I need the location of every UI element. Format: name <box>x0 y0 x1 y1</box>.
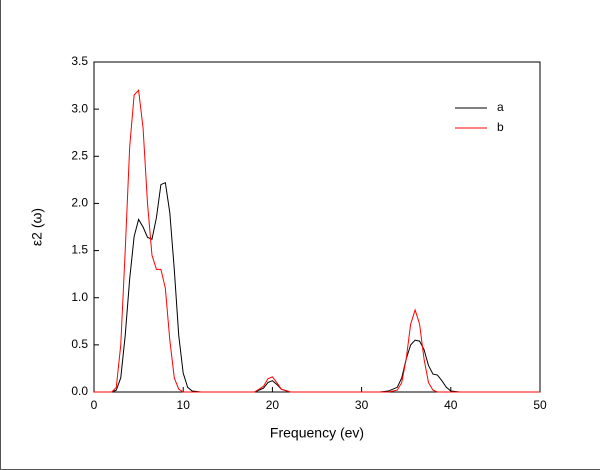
legend-label: b <box>497 120 504 134</box>
data-line <box>94 89 540 393</box>
y-tick-label: 1.0 <box>71 290 88 304</box>
x-tick-label: 10 <box>177 398 191 412</box>
y-tick-label: 3.5 <box>71 54 88 68</box>
x-tick-label: 20 <box>266 398 280 412</box>
x-tick-label: 50 <box>533 398 547 412</box>
x-axis-title: Frequency (ev) <box>270 425 364 441</box>
y-tick-label: 0.0 <box>71 384 88 398</box>
y-tick-label: 0.5 <box>71 337 88 351</box>
x-tick-label: 30 <box>355 398 369 412</box>
y-tick-label: 3.0 <box>71 101 88 115</box>
y-axis-title: ε2 (ω) <box>29 208 45 246</box>
y-tick-label: 1.5 <box>71 243 88 257</box>
data-line <box>94 181 540 393</box>
x-tick-label: 0 <box>91 398 98 412</box>
x-tick-label: 40 <box>444 398 458 412</box>
y-tick-label: 2.0 <box>71 196 88 210</box>
y-tick-label: 2.5 <box>71 148 88 162</box>
plot-frame <box>93 61 541 393</box>
legend-label: a <box>497 100 504 114</box>
